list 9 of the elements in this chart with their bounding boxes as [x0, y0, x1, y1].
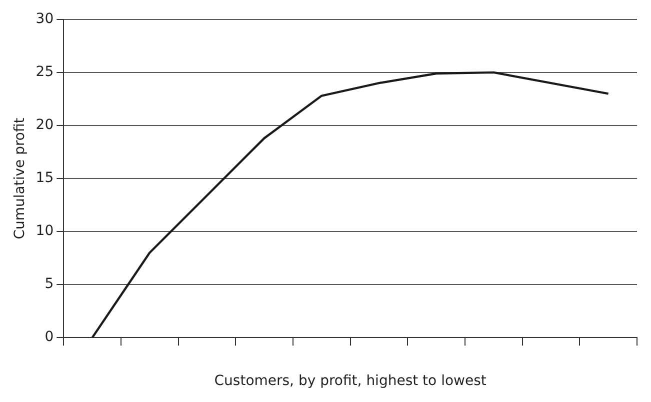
y-axis-title: Cumulative profit [12, 117, 28, 240]
y-tick-label: 0 [44, 329, 54, 346]
y-tick-label: 5 [44, 276, 54, 292]
y-tick-label: 25 [36, 64, 54, 80]
y-tick-label: 15 [36, 170, 54, 186]
y-tick-label: 30 [36, 11, 54, 28]
y-tick-label: 20 [36, 117, 54, 134]
x-axis-title: Customers, by profit, highest to lowest [214, 373, 487, 390]
y-tick-label: 10 [36, 223, 54, 240]
